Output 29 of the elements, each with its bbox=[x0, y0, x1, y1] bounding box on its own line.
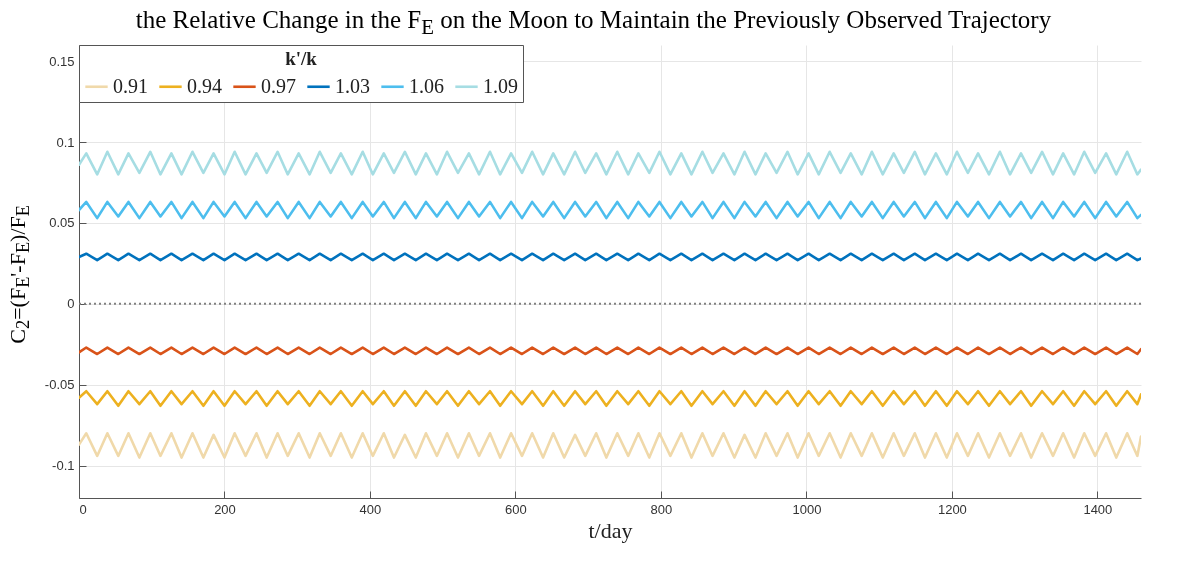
line-series bbox=[79, 389, 1141, 408]
legend-label: 0.91 bbox=[113, 74, 148, 97]
x-axis-title: t/day bbox=[588, 517, 633, 543]
line-series bbox=[79, 431, 1141, 459]
x-tick-label: 400 bbox=[359, 501, 382, 517]
y-tick-label: -0.05 bbox=[44, 377, 75, 393]
y-tick-label: 0.05 bbox=[49, 215, 75, 231]
line-series bbox=[79, 150, 1141, 176]
x-tick-label: 1400 bbox=[1083, 501, 1113, 517]
x-tick-label: 800 bbox=[650, 501, 673, 517]
line-series bbox=[79, 346, 1141, 356]
line-series bbox=[79, 252, 1141, 262]
legend-label: 1.09 bbox=[483, 74, 518, 97]
y-tick-label: -0.1 bbox=[52, 458, 75, 474]
legend-label: 1.06 bbox=[409, 74, 444, 97]
x-tick-label: 600 bbox=[505, 501, 527, 517]
legend-label: 1.03 bbox=[335, 74, 370, 97]
chart-title: the Relative Change in the F$_{E}$ on the Moon to Maintain the Previously Observed Trajectory bbox=[134, 5, 1053, 41]
x-tick-label: 1000 bbox=[792, 501, 822, 517]
y-tick-label: 0.15 bbox=[49, 53, 75, 69]
y-tick-label: 0 bbox=[67, 296, 75, 312]
x-tick-label: 200 bbox=[214, 501, 236, 517]
y-tick-label: 0.1 bbox=[56, 134, 75, 150]
line-series bbox=[79, 200, 1141, 220]
x-tick-label: 0 bbox=[79, 501, 87, 517]
x-tick-label: 1200 bbox=[937, 501, 967, 517]
legend-label: 0.97 bbox=[261, 74, 296, 97]
legend-title: k'/k bbox=[285, 48, 318, 69]
legend-label: 0.94 bbox=[187, 74, 222, 97]
